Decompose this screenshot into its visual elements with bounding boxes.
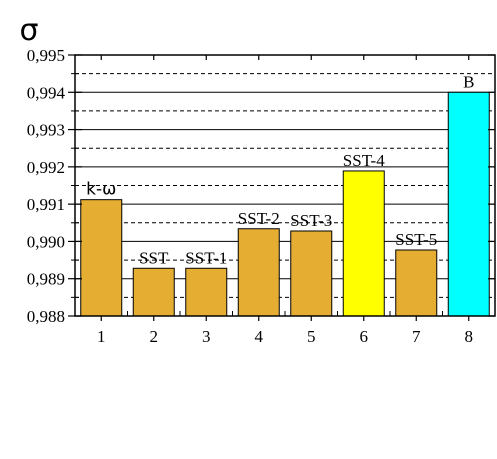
bar bbox=[185, 267, 228, 317]
y-tick-label: 0,988 bbox=[27, 307, 65, 326]
bar-label: SST-1 bbox=[185, 248, 227, 267]
y-tick-label: 0,994 bbox=[27, 83, 66, 102]
x-tick-label: 8 bbox=[465, 327, 474, 346]
bar bbox=[80, 199, 123, 317]
bar-label: SST-4 bbox=[343, 151, 385, 170]
axes: 0,988 0,989 0,990 0,991 0,992 0,993 0,994 0,995… bbox=[27, 46, 496, 346]
bar-labels: k-ω SST SST-1 SST-2 SST-3 SST-4 SST-5 B bbox=[86, 72, 474, 267]
y-tick-label: 0,991 bbox=[27, 195, 65, 214]
bar-label: SST bbox=[139, 248, 169, 267]
y-axis-label: σ bbox=[19, 13, 38, 48]
x-tick-label: 3 bbox=[202, 327, 211, 346]
x-tick-label: 1 bbox=[97, 327, 106, 346]
bar bbox=[395, 249, 438, 317]
bar bbox=[237, 228, 280, 317]
bar-label: B bbox=[463, 72, 474, 91]
x-tick-label: 2 bbox=[150, 327, 159, 346]
y-tick-label: 0,993 bbox=[27, 121, 65, 140]
y-tick-label: 0,990 bbox=[27, 232, 65, 251]
grid-lines bbox=[75, 73, 495, 298]
y-tick-label: 0,989 bbox=[27, 270, 65, 289]
bar-label: SST-5 bbox=[395, 230, 437, 249]
y-tick-label: 0,992 bbox=[27, 158, 65, 177]
x-tick-label: 4 bbox=[255, 327, 264, 346]
bar bbox=[342, 170, 385, 317]
bar-label: k-ω bbox=[86, 180, 116, 200]
bars bbox=[80, 91, 490, 317]
bar bbox=[132, 267, 175, 317]
x-tick-label: 6 bbox=[360, 327, 369, 346]
bar-label: SST-2 bbox=[238, 209, 280, 228]
bar bbox=[290, 230, 333, 317]
x-tick-label: 7 bbox=[412, 327, 421, 346]
bar bbox=[447, 91, 490, 317]
y-tick-label: 0,995 bbox=[27, 46, 65, 65]
bar-label: SST-3 bbox=[290, 211, 332, 230]
x-tick-label: 5 bbox=[307, 327, 316, 346]
